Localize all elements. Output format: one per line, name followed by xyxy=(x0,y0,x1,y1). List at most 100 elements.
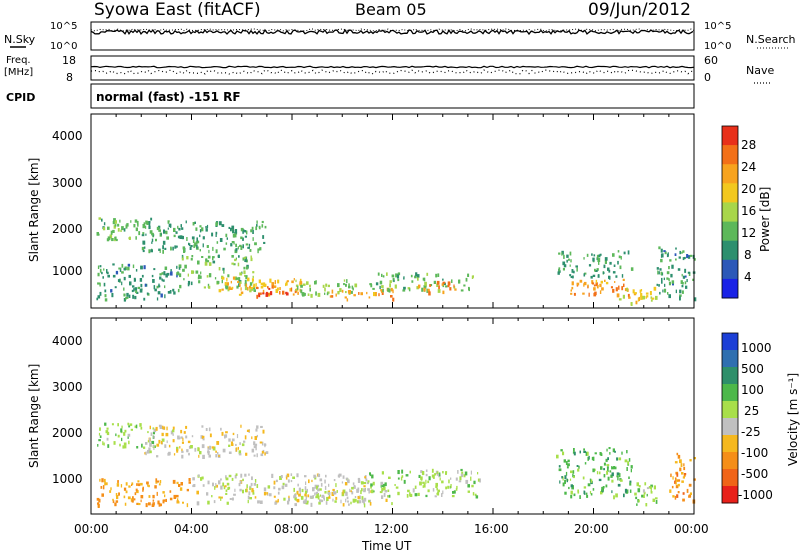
range-cell xyxy=(294,503,297,507)
range-cell xyxy=(205,428,208,431)
range-cell xyxy=(635,300,638,305)
range-cell xyxy=(392,297,395,302)
range-cell xyxy=(152,502,155,506)
range-cell xyxy=(236,285,239,289)
range-cell xyxy=(131,499,134,503)
range-cell xyxy=(202,438,205,441)
range-cell xyxy=(683,466,686,471)
range-cell xyxy=(249,249,252,252)
range-cell xyxy=(316,485,319,490)
range-cell xyxy=(208,454,211,458)
range-cell xyxy=(109,490,112,493)
range-cell xyxy=(224,282,227,286)
range-cell xyxy=(216,441,220,445)
range-cell xyxy=(234,233,237,238)
range-cell xyxy=(363,503,366,508)
range-cell xyxy=(295,288,297,291)
range-cell xyxy=(642,489,645,493)
range-cell xyxy=(661,277,663,281)
range-cell xyxy=(607,457,609,461)
range-cell xyxy=(159,480,162,484)
range-cell xyxy=(307,494,310,498)
range-cell xyxy=(563,254,565,259)
range-cell xyxy=(603,264,606,269)
range-cell xyxy=(292,476,295,479)
range-cell xyxy=(460,289,464,292)
range-cell xyxy=(629,489,632,493)
range-cell xyxy=(144,452,146,455)
range-cell xyxy=(307,293,310,296)
range-cell xyxy=(117,223,120,227)
range-cell xyxy=(241,443,245,447)
range-cell xyxy=(602,486,605,489)
range-cell xyxy=(381,483,385,488)
range-cell xyxy=(282,482,285,486)
range-cell xyxy=(203,286,206,289)
range-cell xyxy=(155,426,158,431)
range-cell xyxy=(96,497,100,501)
range-cell xyxy=(144,283,147,287)
range-cell xyxy=(666,253,669,258)
range-cell xyxy=(556,454,559,459)
range-cell xyxy=(256,294,259,299)
range-cell xyxy=(247,286,249,291)
range-cell xyxy=(177,498,179,502)
range-cell xyxy=(187,280,191,285)
range-cell xyxy=(123,445,127,449)
range-cell xyxy=(386,272,388,276)
range-cell xyxy=(224,485,227,488)
nave-label: Nave xyxy=(746,64,774,77)
range-cell xyxy=(141,274,144,278)
nsky-panel-frame xyxy=(90,21,695,51)
range-cell xyxy=(273,285,276,288)
range-cell xyxy=(230,227,232,232)
range-cell xyxy=(442,471,444,474)
range-cell xyxy=(254,479,257,483)
range-cell xyxy=(199,451,202,455)
range-cell xyxy=(198,280,201,284)
range-cell xyxy=(136,502,139,505)
range-cell xyxy=(634,292,637,295)
range-cell xyxy=(155,481,158,484)
range-cell xyxy=(572,473,574,478)
range-cell xyxy=(260,453,264,457)
range-cell xyxy=(437,489,440,493)
range-cell xyxy=(442,290,445,295)
range-cell xyxy=(681,284,684,288)
range-cell xyxy=(433,280,436,284)
range-cell xyxy=(198,274,201,279)
range-cell xyxy=(220,496,223,499)
range-cell xyxy=(312,487,315,492)
range-cell xyxy=(158,229,161,232)
nsearch-tick-top: 10^5 xyxy=(704,21,731,32)
range-cell xyxy=(578,465,580,469)
range-cell xyxy=(231,477,234,481)
range-cell xyxy=(151,238,154,242)
range-cell xyxy=(261,450,264,454)
range-cell xyxy=(616,457,618,461)
range-cell xyxy=(232,233,236,238)
range-cell xyxy=(634,492,637,496)
range-cell xyxy=(252,275,254,278)
range-cell xyxy=(243,256,246,260)
range-cell xyxy=(593,254,596,257)
range-cell xyxy=(639,289,642,293)
nsky-panel: 10^5 10^0 10^5 10^0 N.Sky N.Search xyxy=(4,21,796,52)
range-cell xyxy=(191,236,195,240)
range-cell xyxy=(238,293,242,296)
range-cell xyxy=(216,241,219,244)
range-cell xyxy=(127,422,130,426)
range-cell xyxy=(111,238,114,242)
range-cell xyxy=(170,223,172,228)
range-cell xyxy=(460,468,463,472)
range-cell xyxy=(324,491,327,494)
range-cell xyxy=(660,271,663,275)
range-cell xyxy=(263,491,267,496)
range-cell xyxy=(218,267,221,271)
range-cell xyxy=(148,447,151,451)
range-cell xyxy=(131,289,134,293)
range-cell xyxy=(412,488,415,493)
range-cell xyxy=(248,491,251,496)
range-cell xyxy=(110,230,113,235)
range-cell xyxy=(220,485,223,490)
